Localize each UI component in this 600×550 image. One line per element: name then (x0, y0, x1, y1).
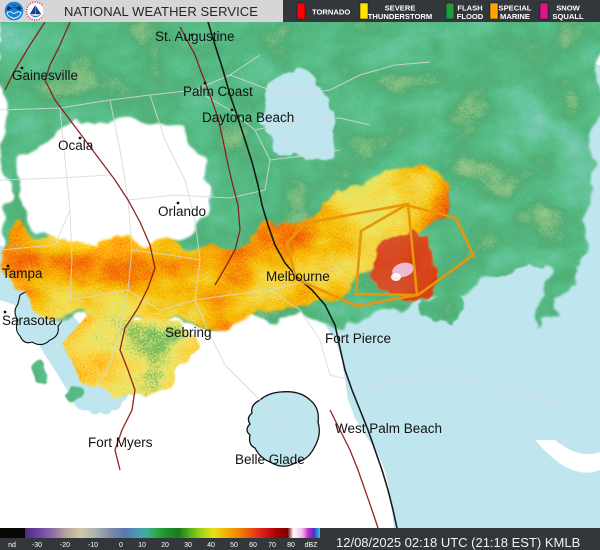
svg-text:Sebring: Sebring (165, 325, 212, 340)
svg-text:60: 60 (249, 542, 257, 549)
svg-text:Tampa: Tampa (2, 266, 43, 281)
svg-text:Ocala: Ocala (58, 138, 94, 153)
svg-text:0: 0 (119, 542, 123, 549)
svg-text:dBZ: dBZ (305, 542, 319, 549)
svg-text:NOAA: NOAA (10, 4, 18, 8)
svg-text:West Palm Beach: West Palm Beach (335, 421, 442, 436)
svg-text:MARINE: MARINE (500, 12, 530, 21)
svg-text:-30: -30 (32, 542, 42, 549)
svg-text:Palm Coast: Palm Coast (183, 84, 253, 99)
svg-text:Orlando: Orlando (158, 204, 206, 219)
svg-text:St. Augustine: St. Augustine (155, 29, 235, 44)
svg-text:THUNDERSTORM: THUNDERSTORM (368, 12, 432, 21)
svg-text:Belle Glade: Belle Glade (235, 452, 305, 467)
svg-text:Melbourne: Melbourne (266, 269, 330, 284)
svg-text:TORNADO: TORNADO (312, 8, 350, 17)
svg-text:40: 40 (207, 542, 215, 549)
svg-text:10: 10 (138, 542, 146, 549)
svg-text:-10: -10 (88, 542, 98, 549)
svg-text:20: 20 (161, 542, 169, 549)
svg-text:30: 30 (184, 542, 192, 549)
svg-text:Gainesville: Gainesville (12, 68, 78, 83)
svg-text:80: 80 (287, 542, 295, 549)
svg-text:FLOOD: FLOOD (457, 12, 484, 21)
svg-text:Fort Pierce: Fort Pierce (325, 331, 391, 346)
svg-text:50: 50 (230, 542, 238, 549)
svg-text:Sarasota: Sarasota (2, 313, 57, 328)
svg-text:SQUALL: SQUALL (552, 12, 584, 21)
svg-text:-20: -20 (60, 542, 70, 549)
svg-text:Daytona Beach: Daytona Beach (202, 110, 294, 125)
svg-text:70: 70 (268, 542, 276, 549)
svg-text:Fort Myers: Fort Myers (88, 435, 153, 450)
svg-text:nd: nd (8, 542, 16, 549)
